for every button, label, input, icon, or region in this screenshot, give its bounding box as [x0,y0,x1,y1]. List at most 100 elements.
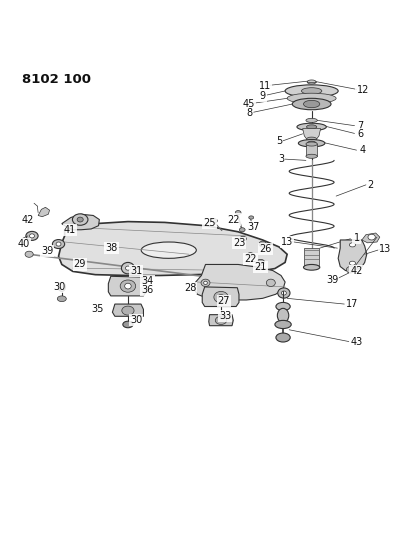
Ellipse shape [297,123,326,131]
Polygon shape [202,287,239,306]
Ellipse shape [298,140,325,147]
Text: 33: 33 [219,311,231,321]
Ellipse shape [277,309,289,322]
Text: 26: 26 [259,244,272,254]
Ellipse shape [72,214,88,225]
Ellipse shape [56,242,61,246]
Text: 31: 31 [130,265,142,276]
Ellipse shape [58,282,65,292]
Ellipse shape [25,251,33,257]
Text: 30: 30 [130,316,142,325]
Ellipse shape [276,333,290,342]
Text: 45: 45 [243,99,255,109]
Ellipse shape [26,231,38,240]
Ellipse shape [301,88,322,94]
Text: 39: 39 [326,274,338,285]
Text: 21: 21 [254,262,267,272]
Ellipse shape [276,302,290,311]
Ellipse shape [306,154,317,158]
Ellipse shape [125,266,130,270]
Polygon shape [302,128,321,139]
Text: 43: 43 [351,337,363,347]
Ellipse shape [266,279,275,287]
Ellipse shape [349,243,356,247]
Text: 5: 5 [276,136,282,146]
Text: 13: 13 [281,237,293,247]
Ellipse shape [256,260,265,265]
Text: 35: 35 [91,304,104,313]
Ellipse shape [240,236,246,241]
Ellipse shape [53,239,65,248]
Ellipse shape [306,142,317,146]
Text: 37: 37 [247,222,260,232]
Text: 3: 3 [278,154,284,164]
Ellipse shape [292,98,331,110]
Polygon shape [304,248,319,268]
Ellipse shape [307,80,316,84]
Ellipse shape [121,262,134,274]
Ellipse shape [247,253,254,257]
Text: 40: 40 [18,239,30,248]
Text: 22: 22 [227,215,240,224]
Polygon shape [362,233,380,243]
Text: 7: 7 [358,120,364,131]
Text: 27: 27 [217,296,230,306]
Ellipse shape [307,125,317,129]
Polygon shape [194,264,285,300]
Text: 8102 100: 8102 100 [22,72,91,86]
Ellipse shape [278,288,290,298]
Ellipse shape [30,234,35,238]
Text: 41: 41 [64,225,76,235]
Text: 13: 13 [379,244,391,254]
Ellipse shape [349,261,356,265]
Ellipse shape [77,217,83,222]
Ellipse shape [307,141,316,146]
Text: 25: 25 [203,218,216,228]
Text: 30: 30 [53,282,65,292]
Ellipse shape [346,266,355,273]
Text: 6: 6 [358,129,364,139]
Text: 1: 1 [353,233,360,243]
Ellipse shape [214,292,228,303]
Ellipse shape [303,264,320,270]
Ellipse shape [201,279,210,287]
Ellipse shape [249,216,254,219]
Text: 8: 8 [246,108,252,118]
Text: 36: 36 [141,285,154,295]
Ellipse shape [204,281,207,285]
Ellipse shape [57,296,66,302]
Text: 34: 34 [141,276,154,286]
Text: 29: 29 [74,260,86,270]
Text: 12: 12 [356,85,369,95]
Ellipse shape [287,93,336,103]
Text: 11: 11 [259,81,271,91]
Polygon shape [209,314,233,326]
Text: 4: 4 [360,145,366,155]
Polygon shape [338,240,367,271]
Ellipse shape [236,211,241,215]
Ellipse shape [218,294,224,300]
Ellipse shape [259,241,266,247]
Ellipse shape [122,306,134,315]
Ellipse shape [285,85,338,97]
Ellipse shape [306,118,317,123]
Ellipse shape [123,321,133,328]
Ellipse shape [368,234,375,240]
Ellipse shape [239,228,245,232]
Text: 23: 23 [233,238,245,248]
Polygon shape [62,214,99,230]
Polygon shape [109,276,146,296]
Ellipse shape [282,291,286,295]
Polygon shape [38,207,50,217]
Text: 39: 39 [41,246,53,256]
Text: 42: 42 [22,215,34,225]
Polygon shape [113,304,143,316]
Ellipse shape [275,320,291,328]
Ellipse shape [215,316,227,325]
Text: 28: 28 [184,282,196,293]
Ellipse shape [303,100,320,108]
Polygon shape [58,222,287,276]
Text: 42: 42 [350,265,363,276]
Text: 17: 17 [346,299,359,309]
Ellipse shape [141,242,196,259]
